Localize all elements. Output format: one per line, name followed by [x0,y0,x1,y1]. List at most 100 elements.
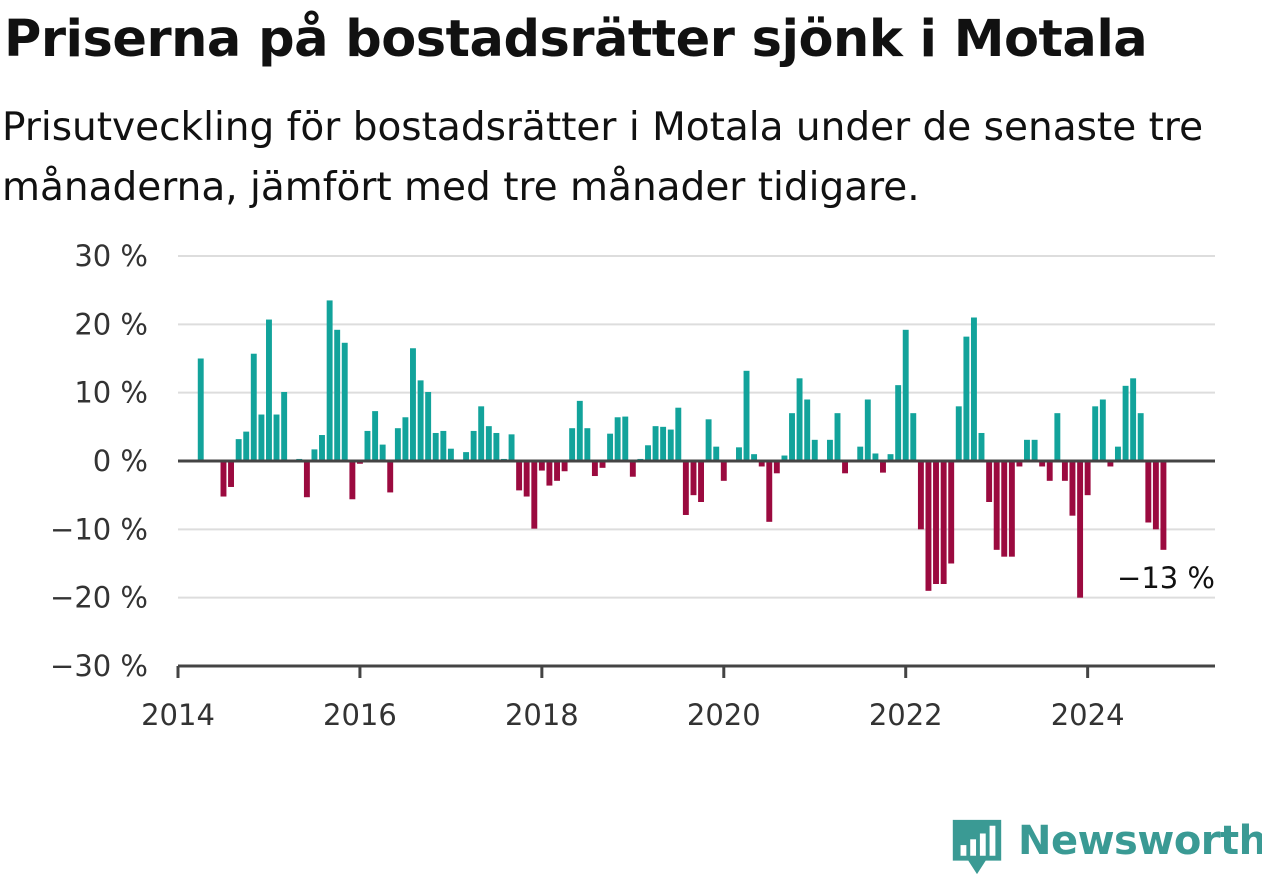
bar [781,455,788,461]
bar [379,444,386,461]
bar [1077,461,1084,598]
bar [493,432,500,461]
y-tick-label: −30 % [50,649,148,683]
bar [1024,439,1030,461]
bar [675,407,682,461]
chart-title: Priserna på bostadsrätter sjönk i Motala [4,10,1148,69]
bar [622,416,629,461]
bar [1122,385,1129,461]
bar [531,461,538,529]
bar [364,430,371,461]
bar [660,426,667,461]
bar [508,434,515,461]
bar [326,300,333,461]
bar [1046,461,1053,481]
bar [940,461,947,584]
bar [1016,461,1023,467]
bar [705,419,712,461]
bar [228,461,234,487]
x-tick-label: 2022 [869,698,943,732]
y-axis-ticks: 30 % 20 % 10 % 0 % −10 % −20 % −30 % [50,239,148,683]
bar [311,449,318,461]
brand-name: Newsworthy [1018,818,1262,864]
bar [334,329,341,461]
x-tick-label: 2024 [1051,698,1125,732]
bar [561,461,568,472]
bar [872,453,879,461]
bar [758,461,765,467]
x-tick-label: 2016 [323,698,397,732]
bar [826,439,833,461]
bar [1031,439,1038,461]
bar [1061,461,1068,481]
x-axis-ticks: 2014 2016 2018 2020 2022 2024 [141,666,1125,732]
bar [432,432,439,461]
bar [1160,461,1167,550]
bar [796,378,803,461]
last-value-annotation: −13 % [1117,561,1215,595]
bar [197,358,204,461]
bar [1130,378,1137,461]
bar [1001,461,1008,557]
newsworthy-bar-chart-icon [952,819,1002,875]
bar [402,417,409,461]
chart-subtitle: Prisutveckling för bostadsrätter i Motal… [2,105,1204,210]
bar [917,461,924,530]
bar [910,413,917,461]
bar [1039,461,1046,467]
y-tick-label: 10 % [74,376,148,410]
bar [834,413,841,461]
bar [978,432,985,461]
bar [751,454,758,461]
bar [690,461,697,496]
bar [773,461,780,474]
bar [1092,406,1099,461]
bar [554,461,560,481]
bar [963,336,970,461]
bar [713,446,720,461]
bar [538,461,545,471]
bar [516,461,523,491]
bar [417,380,424,461]
bar [933,461,939,584]
bar [281,391,288,461]
bar [986,461,993,502]
bar-series [197,300,1167,598]
bar [387,461,394,493]
bar [1084,461,1091,496]
bar [273,414,280,461]
bar [607,433,614,461]
bar [736,447,742,461]
bar [857,446,864,461]
bar [652,426,659,461]
bar [349,461,356,500]
bar [993,461,1000,550]
bar [1137,413,1144,461]
bar [629,461,636,477]
bar [1152,461,1159,530]
bar [235,439,242,461]
bar [766,461,773,522]
bar [682,461,689,515]
bar [864,399,871,461]
bar [1099,399,1106,461]
bar [440,430,447,461]
bar [266,319,272,461]
bar [902,329,909,461]
bar [698,461,704,502]
bar [546,461,553,486]
bar [955,406,962,461]
bar [1114,446,1121,461]
bar [250,353,257,461]
bar [1107,461,1114,467]
bar [470,430,477,461]
bar [319,435,325,461]
bar [303,461,310,498]
bar [220,461,227,497]
bar [895,385,902,461]
bar [614,417,621,461]
bar [523,461,530,497]
bar [970,317,977,461]
bar [948,461,955,564]
bar [743,370,750,461]
